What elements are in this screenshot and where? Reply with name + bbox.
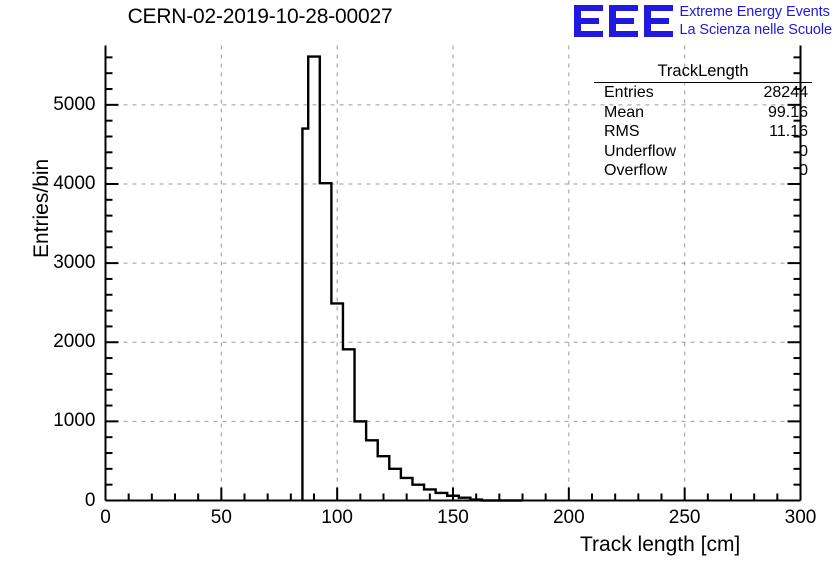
stats-value: 11.16 <box>769 123 808 140</box>
gridlines <box>105 45 801 501</box>
stats-box[interactable]: TrackLength Entries 28244 Mean 99.16 RMS 11.1… <box>594 62 812 181</box>
stats-title: TrackLength <box>594 62 812 83</box>
y-tick-label: 3000 <box>53 252 96 274</box>
stats-value: 0 <box>799 142 808 160</box>
y-tick-label: 4000 <box>53 172 96 194</box>
stats-rows: Entries 28244 Mean 99.16 RMS 11.16 Underflow 0 O… <box>594 83 812 181</box>
stats-label: Mean <box>604 103 645 121</box>
histogram-outline <box>301 55 523 502</box>
page-title: CERN-02-2019-10-28-00027 <box>127 5 393 28</box>
stats-row: RMS 11.16 <box>594 122 812 142</box>
axis-ticks <box>104 56 802 502</box>
stats-label: Underflow <box>604 142 677 160</box>
x-tick-label: 250 <box>668 506 701 528</box>
x-tick-label: 50 <box>210 506 232 528</box>
stats-label: RMS <box>604 123 640 140</box>
stats-row: Mean 99.16 <box>594 103 812 123</box>
y-tick-label: 2000 <box>53 331 96 353</box>
stats-row: Underflow 0 <box>594 142 812 162</box>
eee-logo: Extreme Energy Events La Scienza nelle S… <box>573 2 833 40</box>
stats-value: 0 <box>799 162 808 179</box>
x-tick-label: 0 <box>100 506 111 528</box>
eee-logo-line2: La Scienza nelle Scuole <box>679 22 833 38</box>
stats-value: 99.16 <box>767 103 808 121</box>
stats-label: Overflow <box>604 162 668 179</box>
x-tick-label: 300 <box>784 506 817 528</box>
y-tick-label: 1000 <box>53 410 96 432</box>
eee-logo-line1: Extreme Energy Events <box>679 4 830 20</box>
x-tick-label: 150 <box>437 506 469 528</box>
stats-row: Overflow 0 <box>594 161 812 181</box>
x-axis-title: Track length [cm] <box>580 533 741 556</box>
stats-row: Entries 28244 <box>594 83 812 103</box>
eee-logo-mark <box>573 5 673 37</box>
y-tick-label: 5000 <box>53 93 96 115</box>
stats-label: Entries <box>604 84 654 101</box>
eee-logo-text: Extreme Energy Events La Scienza nelle S… <box>679 3 833 39</box>
x-tick-label: 100 <box>321 506 353 528</box>
y-tick-label: 0 <box>84 489 96 511</box>
stats-value: 28244 <box>763 84 809 101</box>
x-tick-label: 200 <box>552 506 585 528</box>
